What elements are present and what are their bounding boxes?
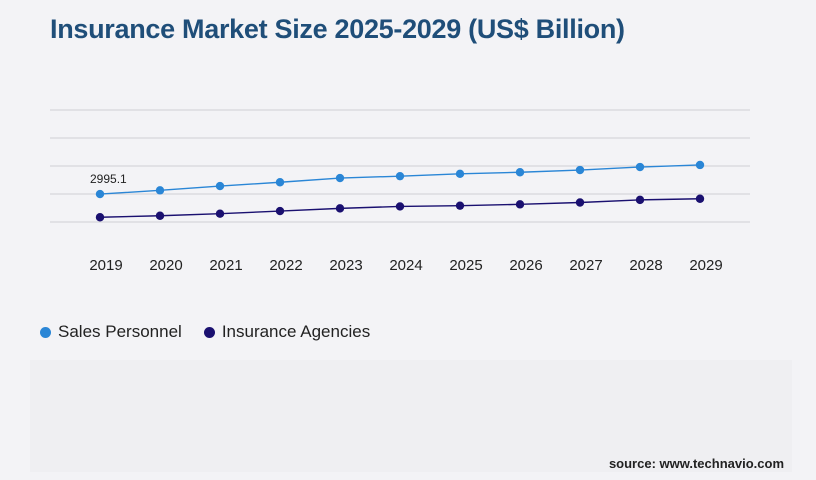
data-point-insurance-agencies-2023 — [335, 204, 345, 213]
data-point-sales-personnel-2020 — [155, 186, 165, 195]
x-tick-label-2022: 2022 — [269, 257, 302, 274]
data-point-sales-personnel-2022 — [275, 178, 285, 187]
data-point-sales-personnel-2023 — [335, 173, 345, 183]
data-point-sales-personnel-2019 — [95, 189, 105, 199]
data-label-2019: 2995.1 — [90, 172, 127, 186]
x-axis-ticks: 2019 2020 2021 2022 2023 2024 2025 2026 2027 2028… — [89, 257, 722, 274]
data-point-sales-personnel-2029 — [695, 160, 705, 170]
legend-marker-insurance-agencies — [203, 326, 215, 338]
x-tick-label-2026: 2026 — [509, 257, 542, 274]
x-tick-label-2027: 2027 — [569, 257, 602, 274]
legend-marker-sales-personnel — [40, 326, 51, 338]
x-tick-label-2025: 2025 — [449, 257, 482, 274]
x-tick-label-2019: 2019 — [89, 257, 122, 274]
x-tick-label-2028: 2028 — [629, 257, 662, 274]
series — [95, 160, 705, 222]
source-credit: source: www.technavio.com — [608, 456, 784, 471]
legend-item-sales-personnel[interactable]: Sales Personnel — [40, 322, 182, 342]
annotations: 2995.1 — [90, 172, 127, 186]
x-tick-label-2021: 2021 — [209, 257, 242, 274]
data-point-insurance-agencies-2020 — [155, 211, 165, 220]
data-point-sales-personnel-2024 — [395, 171, 405, 181]
data-point-insurance-agencies-2025 — [455, 201, 465, 210]
legend: Sales Personnel Insurance Agencies — [40, 322, 370, 342]
data-point-sales-personnel-2027 — [575, 165, 585, 175]
data-point-insurance-agencies-2027 — [575, 198, 585, 207]
data-point-insurance-agencies-2022 — [275, 206, 285, 216]
data-point-sales-personnel-2025 — [455, 169, 465, 179]
legend-item-insurance-agencies[interactable]: Insurance Agencies — [203, 322, 371, 342]
x-tick-label-2024: 2024 — [389, 257, 422, 274]
x-tick-label-2020: 2020 — [149, 257, 182, 274]
data-point-insurance-agencies-2019 — [95, 213, 105, 222]
background-panel — [30, 360, 792, 472]
gridlines — [50, 109, 750, 223]
chart-title: Insurance Market Size 2025-2029 (US$ Bil… — [50, 14, 625, 44]
data-point-insurance-agencies-2024 — [395, 202, 405, 211]
data-point-insurance-agencies-2028 — [635, 195, 645, 205]
x-tick-label-2023: 2023 — [329, 257, 362, 274]
data-point-insurance-agencies-2029 — [695, 194, 705, 203]
legend-label-insurance-agencies: Insurance Agencies — [221, 322, 371, 341]
data-point-sales-personnel-2021 — [215, 181, 225, 191]
x-tick-label-2029: 2029 — [689, 257, 722, 274]
data-point-insurance-agencies-2026 — [515, 200, 525, 209]
legend-label-sales-personnel: Sales Personnel — [58, 322, 182, 341]
data-point-sales-personnel-2026 — [515, 168, 525, 177]
data-point-insurance-agencies-2021 — [215, 209, 225, 218]
data-point-sales-personnel-2028 — [635, 162, 645, 172]
